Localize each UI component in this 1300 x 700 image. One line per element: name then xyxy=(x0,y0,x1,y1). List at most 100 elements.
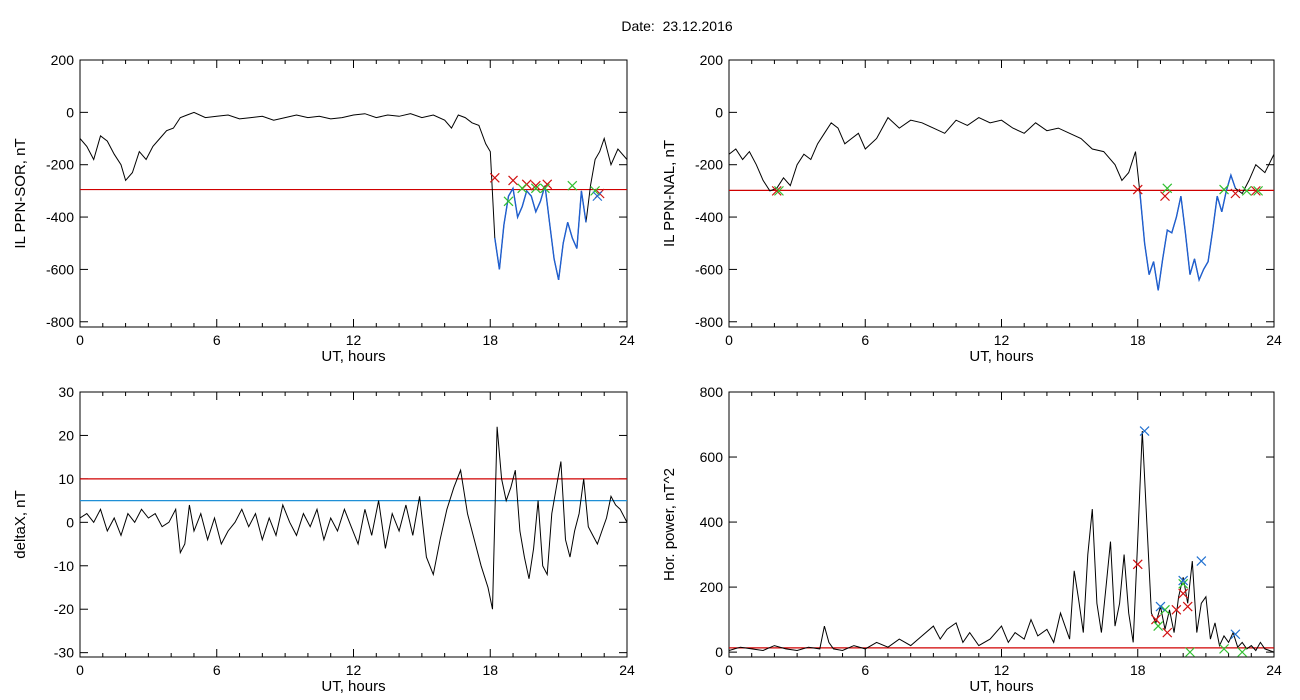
x-tick-label: 6 xyxy=(861,332,869,348)
marker-green xyxy=(1153,621,1164,632)
plot-frame xyxy=(79,391,628,658)
series-line xyxy=(729,430,1274,653)
y-tick-label: -30 xyxy=(54,645,74,661)
y-axis-label: deltaX, nT xyxy=(12,490,29,558)
marker-green xyxy=(1219,184,1229,195)
x-tick-label: 24 xyxy=(1266,332,1282,348)
y-tick-label: -600 xyxy=(46,261,74,277)
x-axis-label: UT, hours xyxy=(969,678,1033,695)
y-tick-label: 600 xyxy=(700,449,724,465)
x-tick-label: 24 xyxy=(619,332,635,348)
marker-red xyxy=(1171,604,1182,615)
marker-red xyxy=(1178,588,1189,599)
y-axis-label: IL PPN-NAL, nT xyxy=(661,140,678,247)
marker-red xyxy=(771,185,782,196)
marker-red xyxy=(1250,185,1261,196)
marker-green xyxy=(1178,578,1189,589)
chart-deltax: 0 6 12 18 24 30 20 10 0 -10 -20 -30 UT, hours deltaX,… xyxy=(12,384,635,695)
marker-green xyxy=(1237,647,1248,658)
x-tick-label: 6 xyxy=(213,332,221,348)
chart-sor: 0 6 12 18 24 200 0 -200 -400 -600 -800 UT, hours IL … xyxy=(12,52,635,365)
y-tick-label: -800 xyxy=(46,314,74,330)
marker-blue xyxy=(1178,575,1189,586)
marker-blue xyxy=(1230,629,1241,640)
x-tick-label: 18 xyxy=(1130,332,1146,348)
y-tick-label: 0 xyxy=(66,104,74,120)
marker-red xyxy=(508,175,518,186)
marker-green xyxy=(1241,185,1252,196)
x-tick-label: 18 xyxy=(482,662,498,678)
marker-green xyxy=(540,183,550,194)
x-tick-label: 12 xyxy=(346,662,362,678)
y-tick-label: 200 xyxy=(51,52,75,68)
marker-red xyxy=(1160,191,1170,202)
x-tick-label: 18 xyxy=(1130,662,1146,678)
y-tick-label: 20 xyxy=(58,427,74,443)
y-tick-label: -200 xyxy=(695,157,723,173)
marker-green xyxy=(1253,185,1264,196)
x-tick-label: 6 xyxy=(213,662,221,678)
x-axis-label: UT, hours xyxy=(969,348,1033,365)
y-tick-label: -600 xyxy=(695,261,723,277)
chart-nal: 0 6 12 18 24 200 0 -200 -400 -600 -800 UT, hours IL … xyxy=(661,52,1282,365)
marker-blue xyxy=(1155,601,1166,612)
marker-green xyxy=(1162,183,1173,194)
marker-green xyxy=(567,180,578,191)
x-tick-label: 0 xyxy=(76,662,84,678)
series-line xyxy=(80,111,627,281)
marker-red xyxy=(1182,601,1193,612)
series-highlight xyxy=(1139,172,1237,291)
series-line xyxy=(80,426,627,610)
marker-green xyxy=(1219,643,1229,654)
x-tick-label: 18 xyxy=(482,332,498,348)
x-tick-label: 6 xyxy=(861,662,869,678)
y-tick-label: -400 xyxy=(46,209,74,225)
y-tick-label: -20 xyxy=(54,601,74,617)
plot-frame xyxy=(728,59,1275,328)
marker-red xyxy=(1150,614,1161,625)
y-axis-label: IL PPN-SOR, nT xyxy=(12,138,29,248)
marker-blue xyxy=(592,191,603,202)
y-tick-label: 0 xyxy=(715,644,723,660)
marker-green xyxy=(590,185,601,196)
y-tick-label: 30 xyxy=(58,384,74,400)
y-tick-label: -10 xyxy=(54,558,74,574)
marker-red xyxy=(1230,188,1241,199)
y-tick-label: 400 xyxy=(700,514,724,530)
y-tick-label: 0 xyxy=(66,514,74,530)
marker-red xyxy=(489,172,500,183)
x-tick-label: 24 xyxy=(1266,662,1282,678)
x-tick-label: 12 xyxy=(994,662,1010,678)
figure-title: Date: 23.12.2016 xyxy=(621,18,733,34)
marker-blue xyxy=(1139,426,1150,436)
x-axis-label: UT, hours xyxy=(321,678,385,695)
marker-green xyxy=(774,185,784,196)
x-tick-label: 24 xyxy=(619,662,635,678)
marker-blue xyxy=(1196,556,1207,567)
y-tick-label: -800 xyxy=(695,314,723,330)
y-tick-label: -400 xyxy=(695,209,723,225)
y-tick-label: 200 xyxy=(700,52,724,68)
y-tick-label: 0 xyxy=(715,104,723,120)
x-axis-label: UT, hours xyxy=(321,348,385,365)
plot-frame xyxy=(728,391,1275,658)
y-axis-label: Hor. power, nT^2 xyxy=(661,468,678,581)
marker-green xyxy=(517,183,528,194)
y-tick-label: -200 xyxy=(46,157,74,173)
series-highlight xyxy=(494,185,587,281)
marker-green xyxy=(1160,604,1170,615)
marker-green xyxy=(503,196,514,207)
marker-red xyxy=(1132,184,1143,195)
marker-red xyxy=(530,180,541,191)
marker-green xyxy=(530,183,541,194)
marker-red xyxy=(1162,627,1173,638)
y-tick-label: 200 xyxy=(700,579,724,595)
x-tick-label: 0 xyxy=(76,332,84,348)
plot-frame xyxy=(79,59,628,328)
marker-red xyxy=(1132,559,1143,570)
x-tick-label: 12 xyxy=(346,332,362,348)
x-tick-label: 12 xyxy=(994,332,1010,348)
x-tick-label: 0 xyxy=(725,662,733,678)
y-tick-label: 10 xyxy=(58,471,74,487)
